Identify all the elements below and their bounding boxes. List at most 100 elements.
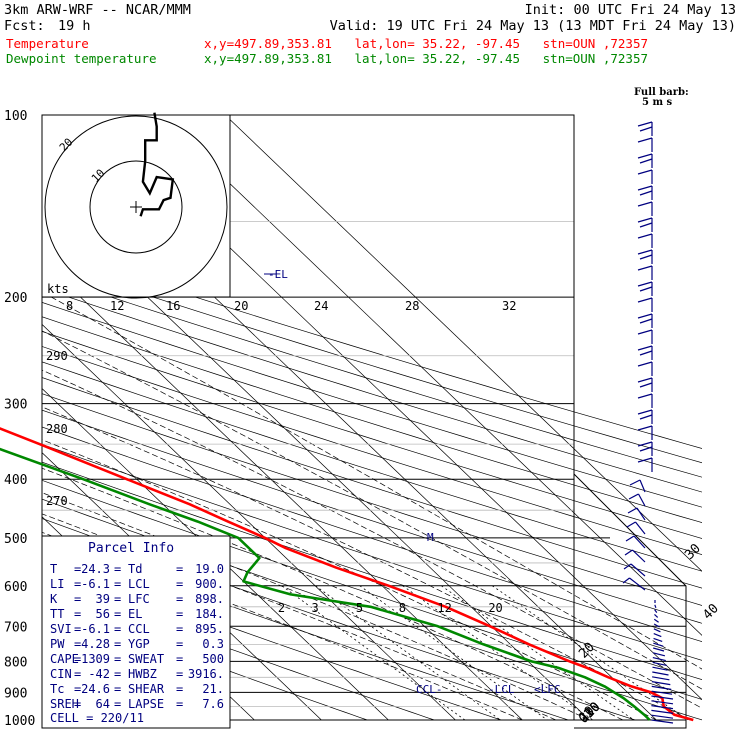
parcel-row-label: HWBZ	[128, 667, 157, 681]
wind-barb-staff	[653, 637, 663, 642]
parcel-eq: =	[176, 577, 183, 591]
wind-barb-flag	[627, 507, 638, 514]
parcel-row-label: CAPE	[50, 652, 79, 666]
parcel-row-value: 39	[96, 592, 110, 606]
parcel-row-label: CCL	[128, 622, 150, 636]
lcl-label: -LCL	[488, 683, 515, 696]
parcel-row-label: SVI	[50, 622, 72, 636]
parcel-row-value: 56	[96, 607, 110, 621]
pressure-label: 100	[4, 109, 27, 124]
legend-temperature-label: Temperature	[6, 36, 89, 51]
wind-barb-flag	[639, 286, 653, 292]
wind-barb-flag	[637, 281, 653, 287]
wind-barb-flag	[628, 493, 639, 500]
parcel-row-label: SREH	[50, 697, 79, 711]
wind-barb-staff	[639, 479, 646, 493]
parcel-row-value: -6.1	[81, 577, 110, 591]
parcel-title: Parcel Info	[88, 541, 174, 556]
speed-tick-label: 32	[502, 299, 516, 313]
wind-barb-staff	[651, 705, 674, 710]
lower-right-extension	[573, 473, 687, 729]
wind-barb-staff	[652, 652, 666, 657]
parcel-eq: =	[176, 652, 183, 666]
parcel-row-label: LCL	[128, 577, 150, 591]
wind-barb-flag	[639, 254, 653, 260]
wind-barb-staff	[633, 535, 646, 549]
parcel-row-label: K	[50, 592, 58, 606]
pressure-label: 900	[4, 686, 27, 701]
parcel-row-label: LFC	[128, 592, 150, 606]
wind-barb-staff	[652, 671, 669, 676]
wind-barb-flag	[637, 441, 653, 447]
mixing-ratio-line	[315, 585, 501, 721]
mixing-ratio-label: 8	[399, 601, 406, 615]
hodograph-trace	[139, 112, 175, 217]
wind-barb-flag	[637, 409, 653, 415]
pressure-label: 700	[4, 620, 27, 635]
mixing-ratio-label: 3	[312, 601, 319, 615]
parcel-row-value: 900.	[195, 577, 224, 591]
wind-barb-flag	[639, 414, 653, 420]
parcel-row-value: 1309	[81, 652, 110, 666]
theta-low-label: 280	[46, 422, 68, 436]
parcel-eq: =	[114, 652, 121, 666]
parcel-eq: =	[176, 562, 183, 576]
el-label: -EL	[268, 268, 288, 281]
parcel-row-label: LI	[50, 577, 64, 591]
parcel-cell: CELL = 220/11	[50, 711, 144, 725]
wind-barb-staff	[652, 661, 667, 666]
parcel-row-value: 0.3	[202, 637, 224, 651]
wind-barb-flag	[639, 350, 653, 356]
wind-barb-staff	[652, 666, 668, 671]
wind-barb-flag	[637, 313, 653, 319]
parcel-eq: =	[176, 607, 183, 621]
parcel-row-value: -6.1	[81, 622, 110, 636]
parcel-eq: =	[114, 697, 121, 711]
wind-barb-flag	[637, 201, 653, 207]
parcel-row-value: 895.	[195, 622, 224, 636]
wind-barb-flag	[624, 549, 633, 556]
wind-barb-flag	[637, 377, 653, 383]
hodograph-units-label: kts	[47, 282, 69, 296]
wind-barb-flag	[637, 121, 653, 127]
wind-barb-flag	[625, 535, 635, 542]
parcel-row-value: 898.	[195, 592, 224, 606]
wind-barb-staff	[636, 507, 646, 521]
parcel-row-value: 7.6	[202, 697, 224, 711]
parcel-eq: =	[114, 577, 121, 591]
parcel-row-value: 19.0	[195, 562, 224, 576]
speed-tick-label: 12	[110, 299, 124, 313]
pressure-label: 600	[4, 580, 27, 595]
speed-tick-label: 20	[234, 299, 248, 313]
moist-adiabat-line	[42, 439, 657, 721]
parcel-eq: =	[114, 607, 121, 621]
wind-barb-staff	[651, 685, 672, 690]
parcel-eq: =	[74, 592, 81, 606]
wind-barb-flag	[637, 361, 653, 367]
parcel-row-label: LAPSE	[128, 697, 164, 711]
wind-barb-flag	[629, 479, 641, 486]
isotherm-line	[157, 114, 702, 636]
mixing-ratio-label: 20	[488, 601, 502, 615]
wind-barb-staff	[651, 719, 674, 724]
wind-barb-staff	[654, 604, 657, 609]
wind-barb-staff	[652, 657, 666, 662]
pressure-label: 800	[4, 655, 27, 670]
parcel-eq: =	[114, 667, 121, 681]
parcel-row-value: -42	[88, 667, 110, 681]
wind-barbs	[622, 121, 674, 724]
speed-tick-label: 28	[405, 299, 419, 313]
isotherm-label: 40	[700, 601, 722, 623]
parcel-eq: =	[74, 607, 81, 621]
pressure-label: 500	[4, 532, 27, 547]
parcel-row-label: EL	[128, 607, 142, 621]
barb-legend-line2: 5 m s	[642, 97, 673, 108]
plot-border	[41, 114, 575, 721]
parcel-eq: =	[114, 622, 121, 636]
parcel-row-label: Tc	[50, 682, 64, 696]
wind-barb-flag	[639, 126, 653, 132]
parcel-row-label: CIN	[50, 667, 72, 681]
